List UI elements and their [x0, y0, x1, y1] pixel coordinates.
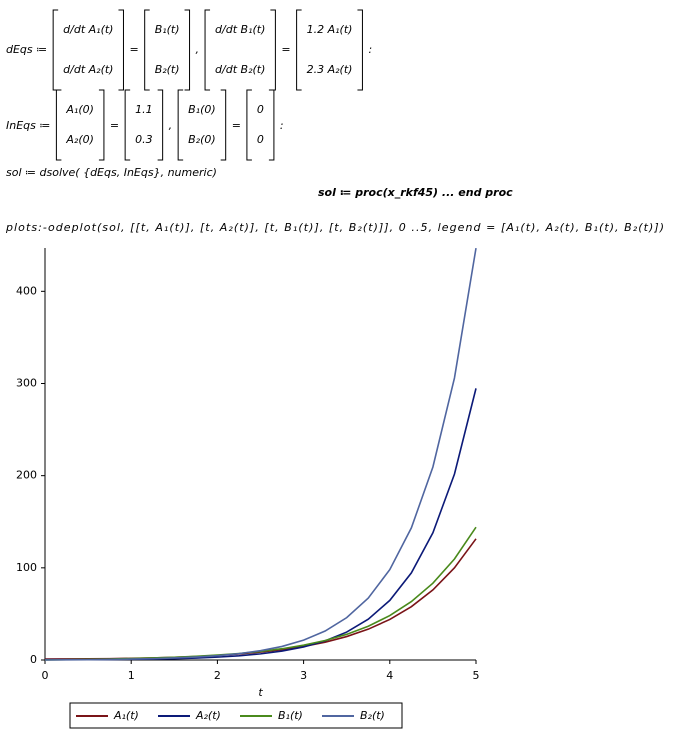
math-text: = — [129, 43, 138, 56]
math-text: = — [281, 43, 290, 56]
legend-label: A₁(t) — [113, 709, 139, 722]
math-text: plots:-odeplot(sol, [[t, A₁(t)], [t, A₂(… — [5, 221, 664, 234]
matrix-entry: d/dt A₁(t) — [63, 23, 113, 36]
math-text: : — [368, 43, 372, 56]
matrix-entry: A₂(0) — [65, 133, 94, 146]
math-text: dEqs ≔ — [6, 43, 47, 56]
bracket — [98, 89, 105, 161]
series-line — [44, 388, 477, 661]
x-tick-label: 2 — [214, 669, 221, 682]
legend-label: A₂(t) — [195, 709, 221, 722]
bracket — [177, 89, 184, 161]
math-text: : — [280, 119, 284, 132]
bracket — [220, 89, 227, 161]
math-text: = — [232, 119, 241, 132]
matrix-entry: d/dt B₂(t) — [215, 63, 265, 76]
bracket — [270, 9, 276, 91]
x-tick-label: 0 — [42, 669, 49, 682]
bracket — [268, 89, 275, 161]
matrix-entry: B₁(t) — [155, 23, 180, 36]
matrix-entry: 0 — [257, 133, 264, 146]
legend-label: B₁(t) — [278, 709, 303, 722]
bracket — [184, 9, 191, 91]
math-text: sol ≔ dsolve( {dEqs, InEqs}, numeric) — [6, 166, 217, 179]
series-line — [44, 538, 477, 660]
x-tick-label: 1 — [128, 669, 135, 682]
math-text: = — [110, 119, 119, 132]
matrix-entry: 1.1 — [135, 103, 153, 116]
bracket — [55, 89, 62, 161]
x-tick-label: 5 — [473, 669, 480, 682]
x-tick-label: 3 — [300, 669, 307, 682]
matrix-entry: 2.3 A₂(t) — [307, 63, 353, 76]
bracket — [204, 9, 211, 91]
x-axis-label: t — [258, 686, 263, 699]
series-line — [44, 526, 477, 661]
matrix-entry: d/dt B₁(t) — [215, 23, 265, 36]
matrix-entry: 0 — [257, 103, 264, 116]
matrix-entry: d/dt A₂(t) — [63, 63, 113, 76]
math-text: InEqs ≔ — [6, 119, 50, 132]
y-tick-label: 200 — [16, 469, 37, 482]
math-text: sol ≔ proc(x_rkf45) ... end proc — [318, 186, 513, 199]
bracket — [144, 9, 150, 91]
bracket — [246, 89, 252, 161]
matrix-entry: B₂(0) — [188, 133, 216, 146]
legend-label: B₂(t) — [360, 709, 385, 722]
bracket — [296, 9, 302, 91]
matrix-entry: B₂(t) — [155, 63, 180, 76]
bracket — [357, 9, 363, 91]
x-tick-label: 4 — [386, 669, 393, 682]
matrix-entry: A₁(0) — [65, 103, 94, 116]
y-tick-label: 300 — [16, 376, 37, 389]
matrix-entry: 1.2 A₁(t) — [307, 23, 353, 36]
matrix-entry: 0.3 — [135, 133, 153, 146]
series-line — [44, 247, 477, 661]
y-tick-label: 100 — [16, 561, 37, 574]
bracket — [157, 89, 164, 161]
math-text: , — [196, 43, 200, 56]
matrix-entry: B₁(0) — [188, 103, 216, 116]
math-text: , — [169, 119, 173, 132]
y-tick-label: 0 — [30, 653, 37, 666]
bracket — [118, 9, 124, 91]
y-tick-label: 400 — [16, 284, 37, 297]
bracket — [124, 89, 131, 161]
bracket — [52, 9, 59, 91]
